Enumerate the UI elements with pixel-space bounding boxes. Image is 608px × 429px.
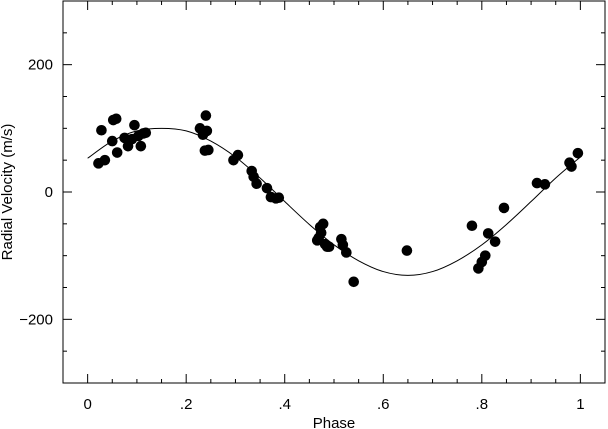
fit-curve bbox=[87, 127, 581, 276]
data-point bbox=[96, 124, 107, 136]
plot-frame bbox=[62, 0, 606, 384]
data-point bbox=[479, 250, 491, 261]
data-point bbox=[261, 182, 273, 194]
data-point bbox=[341, 247, 352, 258]
data-point bbox=[323, 241, 335, 253]
data-points bbox=[93, 110, 584, 288]
y-tick-labels: 200 0 −200 bbox=[19, 57, 53, 329]
data-point bbox=[401, 245, 413, 256]
x-tick-label: 1 bbox=[576, 396, 584, 413]
data-point bbox=[572, 147, 584, 159]
data-point bbox=[251, 178, 262, 190]
data-point bbox=[317, 218, 329, 230]
data-point bbox=[110, 113, 122, 125]
data-point bbox=[466, 220, 478, 232]
x-tick-labels: 0 .2 .4 .6 .8 1 bbox=[83, 396, 584, 413]
data-point bbox=[135, 140, 147, 152]
data-point bbox=[531, 177, 543, 189]
y-tick-label: −200 bbox=[19, 311, 53, 328]
data-point bbox=[111, 147, 123, 158]
data-point bbox=[129, 119, 140, 131]
axis-ticks bbox=[63, 1, 605, 383]
data-point bbox=[348, 276, 360, 288]
data-point bbox=[203, 144, 214, 156]
data-point bbox=[566, 161, 577, 172]
data-point bbox=[315, 227, 327, 239]
data-point bbox=[489, 236, 501, 247]
y-tick-label: 0 bbox=[45, 184, 53, 201]
data-point bbox=[498, 202, 510, 214]
data-point bbox=[106, 135, 118, 147]
y-axis-label: Radial Velocity (m/s) bbox=[0, 124, 16, 261]
data-point bbox=[539, 179, 551, 190]
x-axis-label: Phase bbox=[313, 415, 356, 429]
x-tick-label: .4 bbox=[278, 396, 291, 413]
data-point bbox=[232, 149, 244, 161]
data-point bbox=[140, 127, 152, 139]
data-point bbox=[482, 228, 494, 239]
x-tick-label: .2 bbox=[180, 396, 193, 413]
data-point bbox=[200, 110, 212, 121]
x-tick-label: .6 bbox=[377, 396, 390, 413]
y-tick-label: 200 bbox=[28, 57, 53, 74]
data-point bbox=[99, 154, 111, 166]
data-point bbox=[273, 192, 285, 204]
x-tick-label: 0 bbox=[83, 396, 91, 413]
data-point bbox=[201, 125, 213, 137]
x-tick-label: .8 bbox=[476, 396, 489, 413]
